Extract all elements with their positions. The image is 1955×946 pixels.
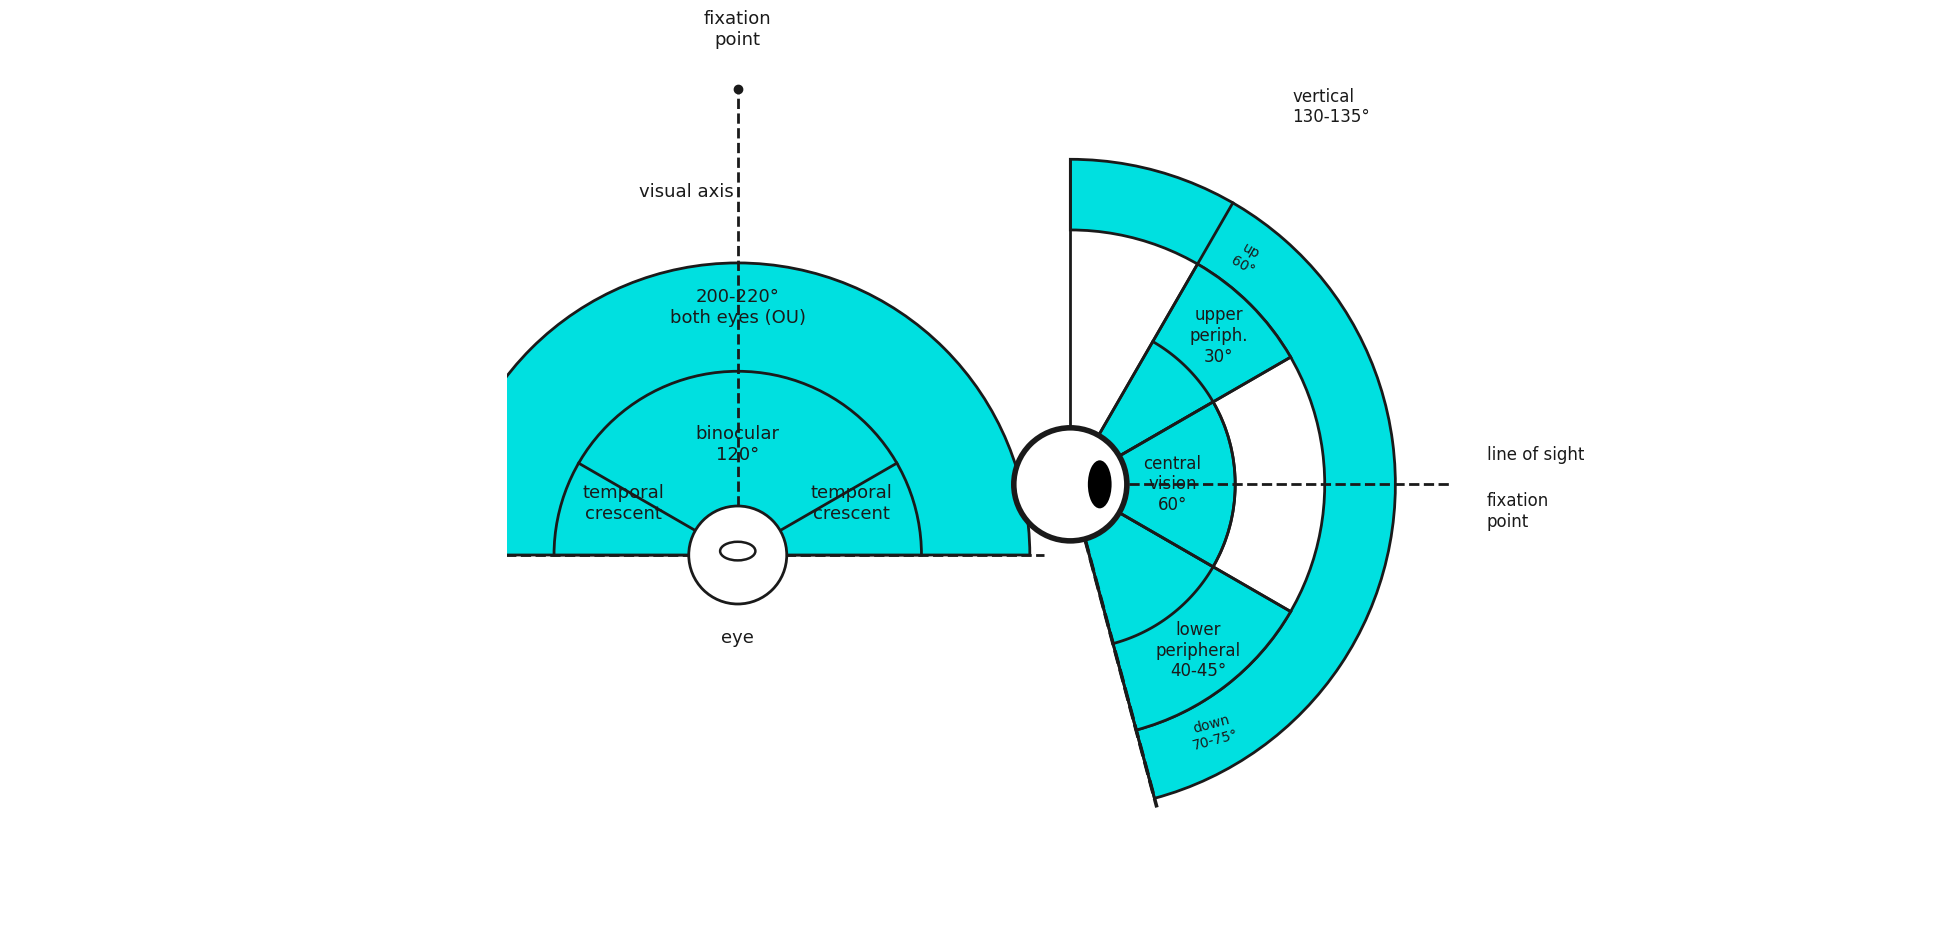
- Text: down
70-75°: down 70-75°: [1187, 711, 1239, 753]
- Text: fixation
point: fixation point: [1486, 492, 1548, 531]
- Text: lower
peripheral
40-45°: lower peripheral 40-45°: [1155, 621, 1239, 680]
- Text: fixation
point: fixation point: [704, 10, 770, 49]
- Circle shape: [688, 506, 786, 604]
- Text: 200-220°
both eyes (OU): 200-220° both eyes (OU): [669, 289, 805, 327]
- Ellipse shape: [1087, 461, 1110, 508]
- Wedge shape: [446, 263, 1028, 555]
- Wedge shape: [1069, 159, 1394, 798]
- Text: up
60°: up 60°: [1228, 239, 1265, 278]
- Wedge shape: [553, 371, 921, 555]
- Text: vertical
130-135°: vertical 130-135°: [1292, 88, 1370, 127]
- Text: eye: eye: [721, 629, 755, 647]
- Text: upper
periph.
30°: upper periph. 30°: [1189, 307, 1247, 366]
- Text: binocular
120°: binocular 120°: [696, 426, 780, 464]
- Ellipse shape: [719, 542, 755, 560]
- Wedge shape: [1069, 484, 1290, 730]
- Text: line of sight: line of sight: [1486, 446, 1584, 464]
- Text: temporal
crescent: temporal crescent: [809, 484, 891, 523]
- Wedge shape: [1069, 402, 1234, 567]
- Circle shape: [1013, 428, 1126, 541]
- Text: visual axis: visual axis: [637, 184, 733, 201]
- Wedge shape: [1069, 264, 1290, 484]
- Text: central
vision
60°: central vision 60°: [1144, 454, 1200, 514]
- Text: temporal
crescent: temporal crescent: [583, 484, 665, 523]
